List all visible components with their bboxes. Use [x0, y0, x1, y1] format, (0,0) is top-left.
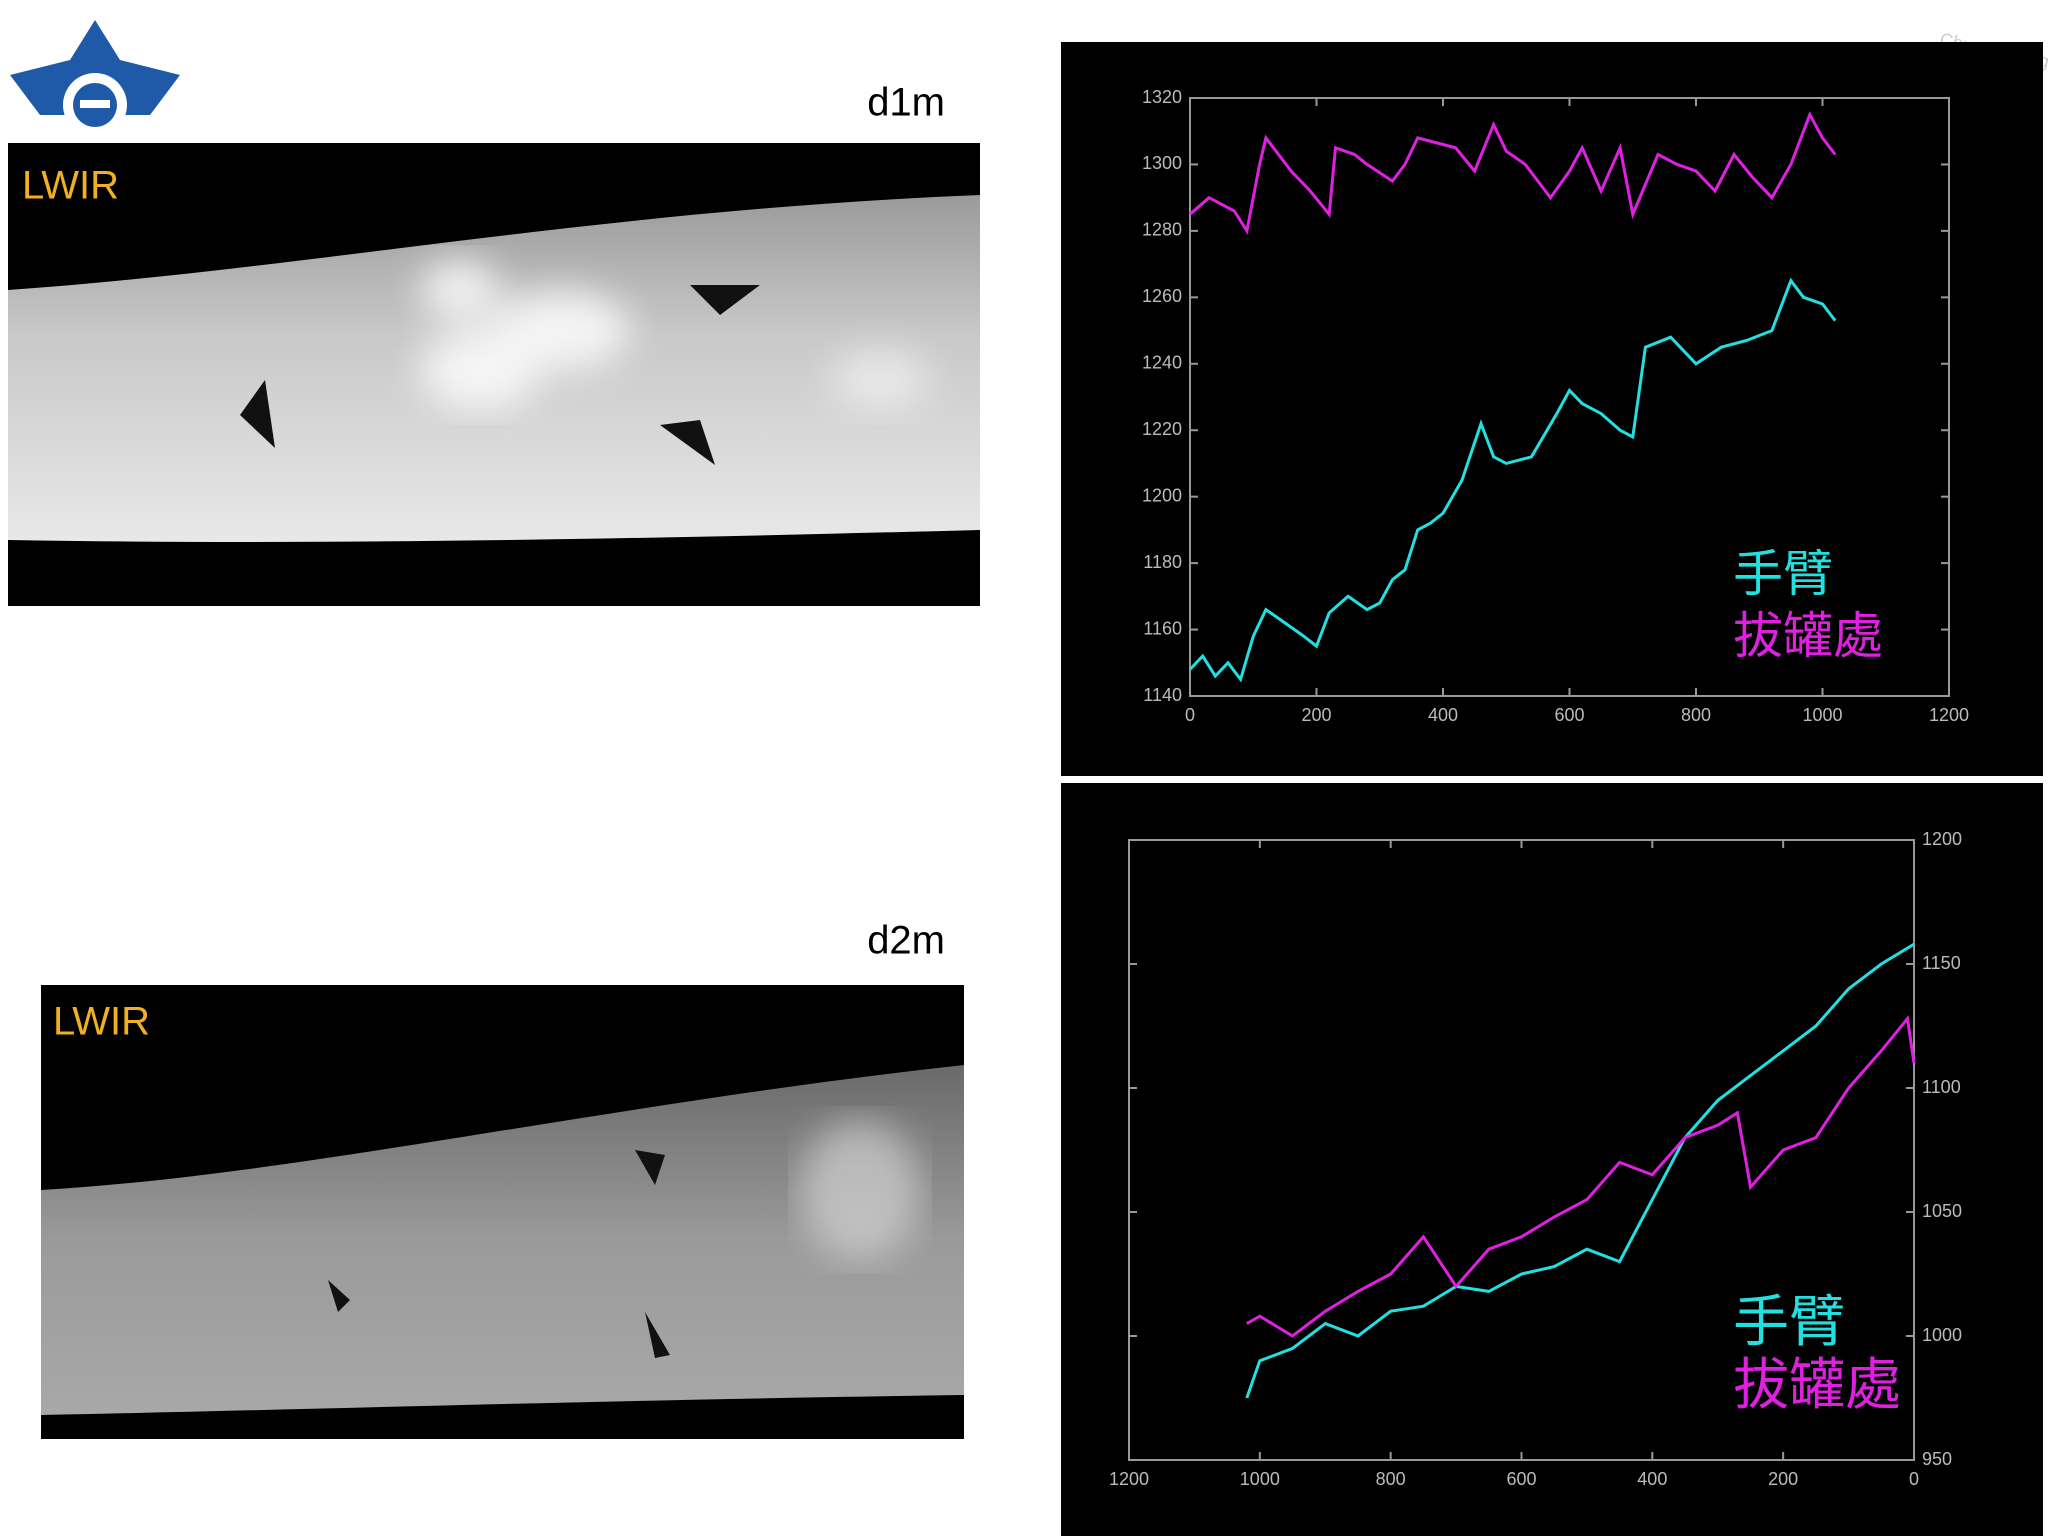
distance-label: d2m — [867, 919, 945, 963]
x-tick-label: 200 — [1301, 705, 1331, 725]
x-tick-label: 600 — [1506, 1469, 1536, 1489]
thermal-image — [8, 143, 980, 606]
x-tick-label: 0 — [1185, 705, 1195, 725]
x-tick-label: 800 — [1681, 705, 1711, 725]
data-line — [1189, 111, 1837, 235]
y-tick-label: 950 — [1922, 1449, 1952, 1469]
sensor-label: LWIR — [53, 1000, 150, 1044]
y-tick-label: 1320 — [1142, 87, 1182, 107]
x-tick-label: 0 — [1909, 1469, 1919, 1489]
legend-entry: 拔罐處 — [1733, 608, 1883, 664]
y-tick-label: 1180 — [1143, 552, 1182, 572]
x-tick-label: 800 — [1376, 1469, 1406, 1489]
y-tick-label: 1150 — [1922, 953, 1961, 973]
x-tick-label: 600 — [1554, 705, 1584, 725]
y-tick-label: 1100 — [1922, 1077, 1961, 1097]
y-tick-label: 1300 — [1142, 153, 1182, 173]
chart-panel — [1061, 783, 2043, 1536]
x-tick-label: 1200 — [1109, 1469, 1149, 1489]
x-tick-label: 400 — [1428, 705, 1458, 725]
y-tick-label: 1260 — [1142, 286, 1182, 306]
data-line — [1245, 942, 1915, 1399]
legend-entry: 拔罐處 — [1733, 1353, 1901, 1416]
legend-entry: 手臂 — [1733, 1290, 1845, 1353]
distance-label: d1m — [867, 81, 945, 125]
y-tick-label: 1280 — [1142, 220, 1182, 240]
x-tick-label: 1000 — [1802, 705, 1842, 725]
logo — [10, 20, 180, 137]
x-tick-label: 1000 — [1240, 1469, 1280, 1489]
y-tick-label: 1200 — [1142, 485, 1182, 505]
data-line — [1188, 277, 1837, 683]
legend-entry: 手臂 — [1733, 546, 1833, 602]
sensor-label: LWIR — [22, 164, 119, 208]
data-line — [1246, 1015, 1916, 1338]
y-tick-label: 1220 — [1142, 419, 1182, 439]
x-tick-label: 400 — [1637, 1469, 1667, 1489]
x-tick-label: 1200 — [1929, 705, 1969, 725]
y-tick-label: 1200 — [1922, 829, 1962, 849]
x-tick-label: 200 — [1768, 1469, 1798, 1489]
y-tick-label: 1000 — [1922, 1325, 1962, 1345]
thermal-image — [41, 985, 964, 1439]
y-tick-label: 1160 — [1143, 618, 1182, 638]
y-tick-label: 1140 — [1143, 685, 1182, 705]
y-tick-label: 1240 — [1142, 353, 1182, 373]
chart-panel — [1061, 42, 2043, 776]
y-tick-label: 1050 — [1922, 1201, 1962, 1221]
